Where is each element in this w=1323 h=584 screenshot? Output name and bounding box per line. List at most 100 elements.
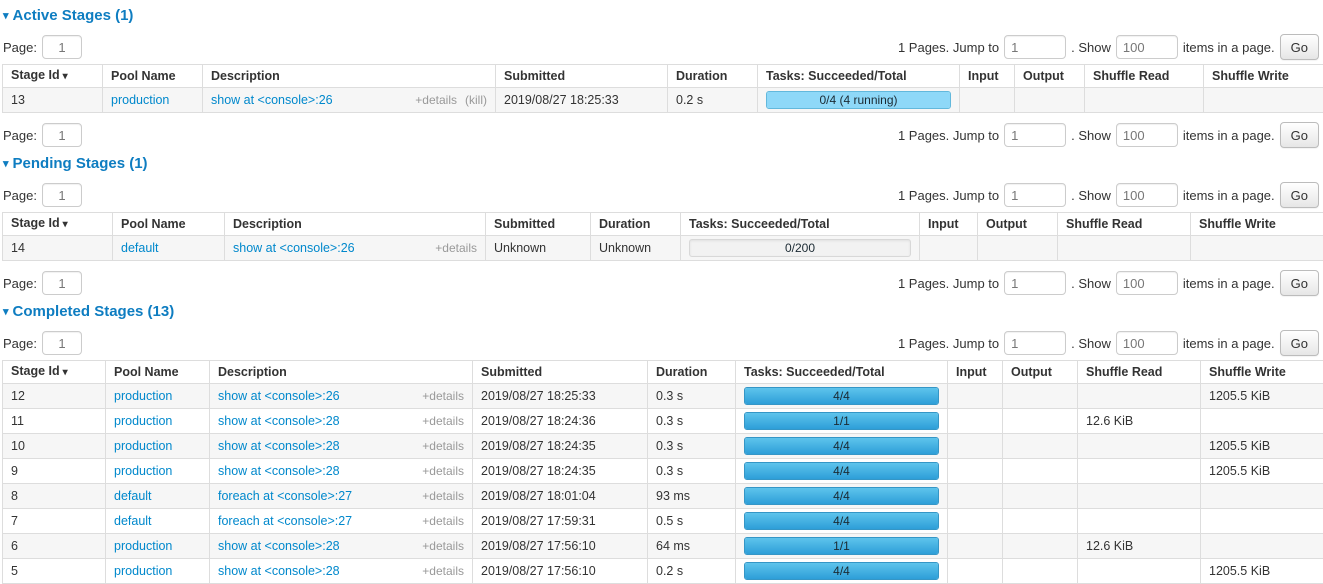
details-toggle-link[interactable]: +details	[422, 489, 464, 504]
column-header-duration[interactable]: Duration	[668, 65, 758, 88]
column-header-tasks[interactable]: Tasks: Succeeded/Total	[736, 361, 948, 384]
column-header-submitted[interactable]: Submitted	[486, 213, 591, 236]
pool-name-link[interactable]: default	[114, 489, 152, 503]
items-per-page-input[interactable]	[1116, 331, 1178, 355]
details-toggle-link[interactable]: +details	[422, 539, 464, 554]
tasks-progress-bar: 4/4	[744, 387, 939, 405]
pending-stages-heading[interactable]: ▾Pending Stages (1)	[3, 154, 1321, 175]
column-header-stage-id[interactable]: Stage Id▾	[3, 213, 113, 236]
kill-link[interactable]: (kill)	[465, 93, 487, 108]
pool-name-link[interactable]: production	[114, 464, 172, 478]
column-header-stage-id[interactable]: Stage Id▾	[3, 361, 106, 384]
description-actions: +details	[422, 389, 464, 404]
go-button[interactable]: Go	[1280, 330, 1319, 356]
column-header-output[interactable]: Output	[978, 213, 1058, 236]
column-header-submitted[interactable]: Submitted	[496, 65, 668, 88]
description-link[interactable]: show at <console>:28	[218, 414, 340, 429]
pages-count-text: 1 Pages. Jump to	[898, 128, 999, 143]
details-toggle-link[interactable]: +details	[422, 414, 464, 429]
pool-name-link[interactable]: production	[114, 439, 172, 453]
jump-to-page-input[interactable]	[1004, 271, 1066, 295]
page-input[interactable]	[42, 271, 82, 295]
description-link[interactable]: show at <console>:28	[218, 439, 340, 454]
details-toggle-link[interactable]: +details	[422, 439, 464, 454]
column-header-input[interactable]: Input	[920, 213, 978, 236]
column-header-input[interactable]: Input	[960, 65, 1015, 88]
description-cell: show at <console>:26 +details	[225, 236, 486, 261]
column-header-shuffle-write[interactable]: Shuffle Write	[1201, 361, 1323, 384]
column-header-input[interactable]: Input	[948, 361, 1003, 384]
pool-cell: production	[103, 88, 203, 113]
description-link[interactable]: foreach at <console>:27	[218, 514, 352, 529]
section-title: Active Stages (1)	[13, 7, 134, 24]
page-input[interactable]	[42, 183, 82, 207]
column-header-duration[interactable]: Duration	[591, 213, 681, 236]
column-header-stage-id[interactable]: Stage Id▾	[3, 65, 103, 88]
jump-to-page-input[interactable]	[1004, 35, 1066, 59]
description-link[interactable]: show at <console>:26	[218, 389, 340, 404]
details-toggle-link[interactable]: +details	[422, 514, 464, 529]
details-toggle-link[interactable]: +details	[422, 564, 464, 579]
pages-count-text: 1 Pages. Jump to	[898, 188, 999, 203]
go-button[interactable]: Go	[1280, 122, 1319, 148]
page-input[interactable]	[42, 123, 82, 147]
shuffle-read-cell	[1078, 509, 1201, 534]
column-header-submitted[interactable]: Submitted	[473, 361, 648, 384]
column-header-duration[interactable]: Duration	[648, 361, 736, 384]
pool-name-link[interactable]: production	[111, 93, 169, 107]
pool-name-link[interactable]: default	[114, 514, 152, 528]
details-toggle-link[interactable]: +details	[422, 464, 464, 479]
go-button[interactable]: Go	[1280, 270, 1319, 296]
go-button[interactable]: Go	[1280, 182, 1319, 208]
tasks-progress-bar: 4/4	[744, 437, 939, 455]
column-header-output[interactable]: Output	[1015, 65, 1085, 88]
items-per-page-input[interactable]	[1116, 183, 1178, 207]
tasks-cell: 1/1	[736, 409, 948, 434]
details-toggle-link[interactable]: +details	[415, 93, 457, 108]
description-link[interactable]: show at <console>:28	[218, 539, 340, 554]
details-toggle-link[interactable]: +details	[422, 389, 464, 404]
column-header-tasks[interactable]: Tasks: Succeeded/Total	[758, 65, 960, 88]
column-header-description[interactable]: Description	[203, 65, 496, 88]
column-header-shuffle-write[interactable]: Shuffle Write	[1204, 65, 1323, 88]
column-header-pool[interactable]: Pool Name	[113, 213, 225, 236]
pool-name-link[interactable]: default	[121, 241, 159, 255]
column-header-shuffle-read[interactable]: Shuffle Read	[1078, 361, 1201, 384]
column-header-shuffle-write[interactable]: Shuffle Write	[1191, 213, 1323, 236]
column-header-shuffle-read[interactable]: Shuffle Read	[1085, 65, 1204, 88]
go-button[interactable]: Go	[1280, 34, 1319, 60]
pool-name-link[interactable]: production	[114, 389, 172, 403]
output-cell	[1003, 534, 1078, 559]
column-header-description[interactable]: Description	[225, 213, 486, 236]
column-header-description[interactable]: Description	[210, 361, 473, 384]
items-per-page-input[interactable]	[1116, 123, 1178, 147]
pool-name-link[interactable]: production	[114, 564, 172, 578]
completed-stages-heading[interactable]: ▾Completed Stages (13)	[3, 302, 1321, 323]
jump-to-page-input[interactable]	[1004, 123, 1066, 147]
items-per-page-input[interactable]	[1116, 271, 1178, 295]
description-link[interactable]: show at <console>:28	[218, 564, 340, 579]
column-header-tasks[interactable]: Tasks: Succeeded/Total	[681, 213, 920, 236]
description-wrap: show at <console>:28 +details	[218, 439, 464, 454]
column-header-pool[interactable]: Pool Name	[103, 65, 203, 88]
jump-to-page-input[interactable]	[1004, 331, 1066, 355]
column-header-output[interactable]: Output	[1003, 361, 1078, 384]
pool-name-link[interactable]: production	[114, 539, 172, 553]
pool-name-link[interactable]: production	[114, 414, 172, 428]
page-input[interactable]	[42, 35, 82, 59]
input-cell	[948, 434, 1003, 459]
column-header-shuffle-read[interactable]: Shuffle Read	[1058, 213, 1191, 236]
description-link[interactable]: foreach at <console>:27	[218, 489, 352, 504]
description-wrap: show at <console>:26 +details	[218, 389, 464, 404]
page-input[interactable]	[42, 331, 82, 355]
details-toggle-link[interactable]: +details	[435, 241, 477, 256]
description-link[interactable]: show at <console>:28	[218, 464, 340, 479]
active-stages-heading[interactable]: ▾Active Stages (1)	[3, 6, 1321, 27]
jump-to-page-input[interactable]	[1004, 183, 1066, 207]
items-label: items in a page.	[1183, 276, 1275, 291]
column-header-pool[interactable]: Pool Name	[106, 361, 210, 384]
description-link[interactable]: show at <console>:26	[233, 241, 355, 256]
description-link[interactable]: show at <console>:26	[211, 93, 333, 108]
items-per-page-input[interactable]	[1116, 35, 1178, 59]
